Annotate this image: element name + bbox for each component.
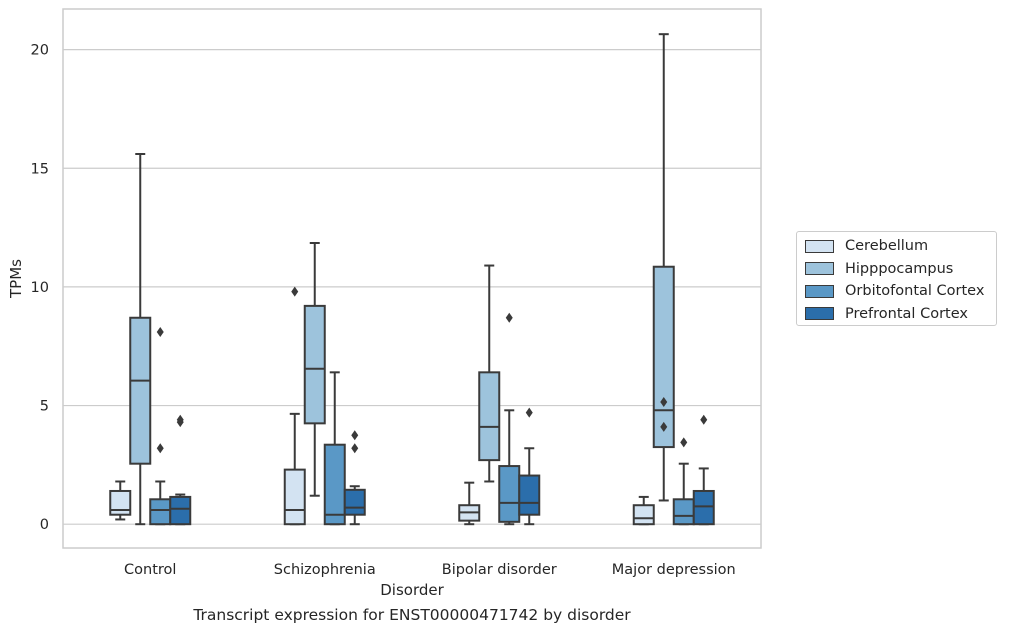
outlier-point: [351, 430, 359, 441]
box-orbitofontal-cortex: [149, 326, 172, 526]
y-axis-label: TPMs: [7, 259, 25, 299]
legend: Cerebellum Hipppocampus Orbitofontal Cor…: [796, 231, 997, 326]
outlier-point: [680, 437, 688, 448]
box-body: [498, 465, 521, 523]
box-body: [518, 474, 541, 516]
box-body: [129, 316, 152, 465]
box-prefrontal-cortex: [518, 407, 541, 526]
legend-item-prefrontal-cortex: Prefrontal Cortex: [805, 303, 996, 326]
x-axis-label: Disorder: [380, 581, 444, 599]
y-tick-label: 0: [40, 517, 49, 533]
box-orbitofontal-cortex: [672, 437, 695, 526]
x-tick-label: Major depression: [612, 562, 736, 578]
box-body: [149, 498, 172, 526]
chart-caption: Transcript expression for ENST0000047174…: [193, 606, 631, 624]
box-body: [343, 488, 366, 516]
legend-label: Hipppocampus: [845, 260, 954, 277]
box-body: [109, 489, 132, 516]
box-body: [632, 504, 655, 526]
legend-label: Cerebellum: [845, 238, 929, 255]
outlier-point: [156, 443, 164, 454]
legend-item-hippocampus: Hipppocampus: [805, 258, 996, 281]
box-orbitofontal-cortex: [498, 312, 521, 526]
outlier-point: [700, 414, 708, 425]
outlier-point: [525, 407, 533, 418]
box-body: [283, 468, 306, 526]
box-cerebellum: [109, 480, 132, 521]
legend-swatch-orbitofrontal-cortex: [805, 284, 834, 298]
legend-swatch-prefrontal-cortex: [805, 307, 834, 321]
x-tick-label: Schizophrenia: [274, 562, 376, 578]
y-tick-label: 20: [31, 43, 49, 59]
box-body: [672, 498, 695, 526]
outlier-point: [176, 414, 184, 425]
box-cerebellum: [283, 286, 306, 526]
box-hipppocampus: [129, 153, 152, 526]
box-hipppocampus: [652, 33, 675, 502]
legend-item-orbitofrontal-cortex: Orbitofontal Cortex: [805, 280, 996, 303]
box-body: [303, 304, 326, 425]
axis-ticks: 0 5 10 15 20 Control Schizophrenia Bipolar diso…: [31, 43, 736, 578]
box-cerebellum: [632, 495, 655, 526]
box-prefrontal-cortex: [169, 414, 192, 526]
box-hipppocampus: [303, 241, 326, 497]
legend-label: Prefrontal Cortex: [845, 305, 968, 322]
plot-frame: [62, 8, 762, 549]
x-tick-label: Bipolar disorder: [442, 562, 557, 578]
y-tick-label: 5: [40, 399, 49, 415]
box-orbitofontal-cortex: [323, 371, 346, 526]
outlier-point: [660, 396, 668, 407]
box-body: [323, 443, 346, 526]
legend-swatch-hippocampus: [805, 262, 834, 276]
box-prefrontal-cortex: [692, 414, 715, 526]
legend-label: Orbitofontal Cortex: [845, 283, 985, 300]
box-series: [109, 33, 715, 526]
box-cerebellum: [458, 481, 481, 526]
outlier-point: [291, 286, 299, 297]
box-body: [478, 371, 501, 462]
outlier-point: [505, 312, 513, 323]
box-prefrontal-cortex: [343, 430, 366, 526]
legend-swatch-cerebellum: [805, 239, 834, 253]
y-tick-label: 10: [31, 280, 49, 296]
outlier-point: [660, 421, 668, 432]
x-tick-label: Control: [124, 562, 176, 578]
box-body: [692, 489, 715, 526]
legend-item-cerebellum: Cerebellum: [805, 235, 996, 258]
box-body: [652, 265, 675, 449]
box-hipppocampus: [478, 264, 501, 483]
outlier-point: [156, 326, 164, 337]
y-tick-label: 15: [31, 161, 49, 177]
box-body: [169, 495, 192, 526]
outlier-point: [351, 443, 359, 454]
